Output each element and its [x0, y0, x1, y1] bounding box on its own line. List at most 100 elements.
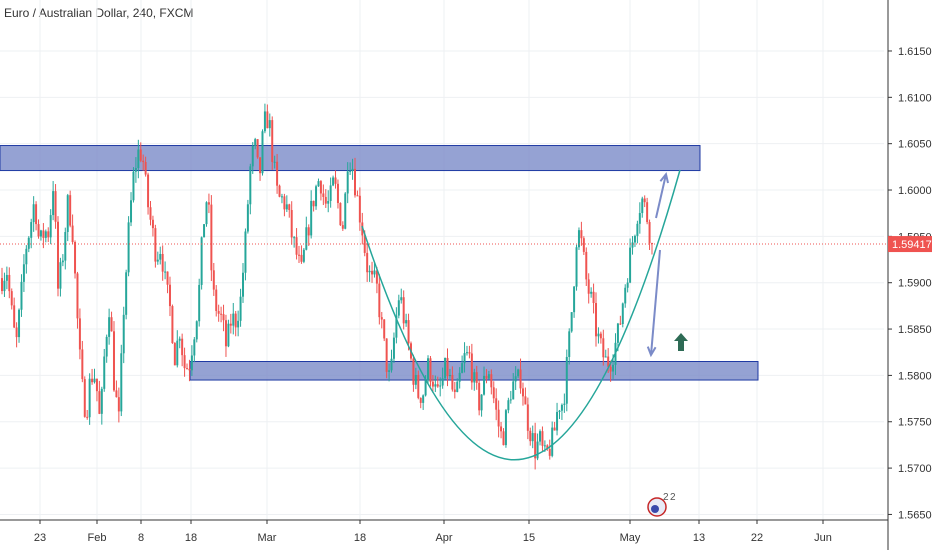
candle [427, 355, 430, 384]
up-projection-arrow[interactable] [655, 172, 669, 219]
candle-body [285, 204, 288, 210]
candle [56, 216, 59, 297]
candle [276, 153, 279, 194]
candle [475, 365, 478, 390]
candle [20, 274, 23, 317]
candles [1, 103, 653, 470]
candle [30, 218, 33, 249]
candle-body [317, 181, 320, 187]
candle-body [556, 411, 559, 431]
candle [461, 355, 464, 374]
candle [147, 172, 150, 215]
candle-body [183, 355, 186, 369]
up-projection-arrow-head [659, 172, 669, 184]
candle-body [322, 193, 325, 197]
candle-body [244, 231, 247, 273]
candle [166, 271, 169, 294]
candle-body [626, 282, 629, 288]
candle-body [509, 399, 512, 401]
candle [149, 200, 152, 226]
candle [61, 254, 64, 267]
event-count-secondary: 2 [670, 492, 676, 503]
cup-curve[interactable] [361, 169, 681, 461]
candle [568, 328, 571, 365]
candle-body [266, 111, 269, 129]
up-marker-icon[interactable] [674, 332, 688, 351]
candle [339, 202, 342, 226]
candle [110, 311, 113, 332]
last-price-tag[interactable] [888, 236, 932, 253]
candle-body [168, 284, 171, 307]
down-projection-arrow[interactable] [646, 249, 661, 358]
candle [161, 245, 164, 281]
candle-body [366, 252, 369, 273]
candle [212, 262, 215, 296]
candle [88, 373, 91, 425]
candle-body [222, 314, 225, 321]
candle [151, 215, 154, 237]
candle-body [390, 358, 393, 371]
candle [203, 224, 206, 238]
candle-body [436, 384, 439, 387]
candle [142, 154, 145, 171]
candle-body [5, 274, 8, 281]
candle [412, 354, 415, 392]
candle [541, 426, 544, 451]
candle-body [110, 317, 113, 332]
candle [456, 378, 459, 393]
candle [558, 409, 561, 420]
candle [646, 197, 649, 225]
price-axis[interactable]: 1.615001.610001.605001.600001.595001.590… [887, 0, 932, 550]
candle-body [526, 404, 529, 431]
candle-body [290, 210, 293, 238]
candle-body [164, 271, 167, 273]
candle-body [568, 331, 571, 357]
candle [517, 368, 520, 379]
candle [164, 261, 167, 280]
candle-body [147, 174, 150, 208]
candle [441, 367, 444, 389]
candle-body [514, 376, 517, 382]
candle-body [439, 385, 442, 387]
candle [392, 332, 395, 364]
candle [259, 157, 262, 181]
candle-body [324, 196, 327, 204]
candle-body [212, 270, 215, 290]
candle-body [332, 177, 335, 186]
candle [263, 103, 266, 134]
candle-body [1, 278, 3, 292]
time-tick-label: 13 [693, 532, 705, 544]
candle-body [414, 374, 417, 385]
candle [636, 220, 639, 244]
candle-body [239, 296, 242, 321]
candle-body [502, 431, 505, 446]
candle-body [156, 259, 159, 262]
candle [580, 221, 583, 246]
candle-body [173, 343, 176, 366]
time-axis[interactable]: 23 Feb 8 18 Mar 18 Apr 15 May 13 22 Jun [0, 519, 888, 544]
candle-body [130, 200, 133, 223]
candle-body [612, 364, 615, 372]
candle [232, 302, 235, 335]
candle-body [137, 149, 140, 169]
candle [643, 195, 646, 208]
candle [256, 139, 259, 159]
candle-body [341, 225, 344, 229]
candle-body [88, 378, 91, 418]
candle [305, 216, 308, 251]
candle [599, 331, 602, 344]
candle [280, 193, 283, 204]
candle-body [368, 270, 371, 273]
candle-body [52, 191, 55, 216]
candle [183, 347, 186, 377]
candle-body [356, 195, 359, 197]
candle-body [565, 356, 568, 404]
candle-body [616, 323, 619, 343]
candle [8, 267, 11, 299]
candle-body [475, 372, 478, 383]
candle [215, 285, 218, 317]
candle [514, 366, 517, 390]
candle [383, 319, 386, 342]
